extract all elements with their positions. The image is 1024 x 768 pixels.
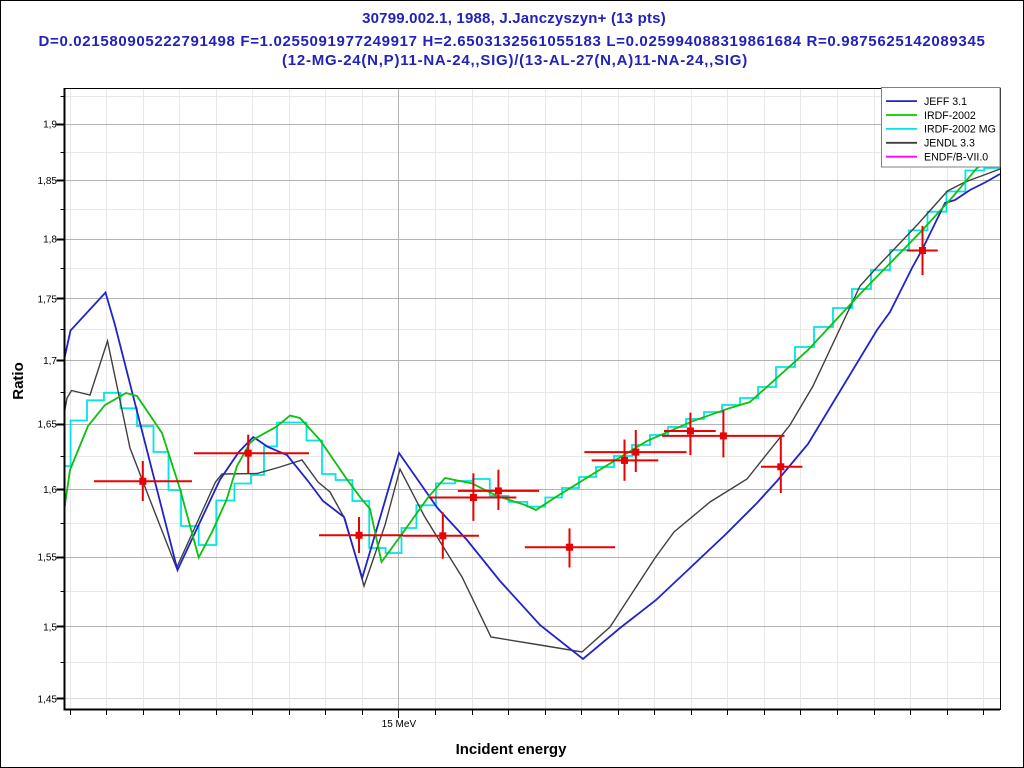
svg-text:15 MeV: 15 MeV [382,719,417,730]
svg-text:1,75: 1,75 [38,294,58,305]
svg-text:1,6: 1,6 [43,485,57,496]
svg-text:1,7: 1,7 [43,356,57,367]
svg-text:JEFF 3.1: JEFF 3.1 [924,96,967,108]
svg-text:1,55: 1,55 [38,553,58,564]
svg-text:1,9: 1,9 [43,120,57,131]
svg-text:IRDF-2002: IRDF-2002 [924,110,976,122]
svg-text:1,8: 1,8 [43,235,57,246]
svg-text:1,5: 1,5 [43,622,57,633]
svg-text:JENDL 3.3: JENDL 3.3 [924,138,975,150]
svg-text:Incident energy: Incident energy [456,741,568,758]
svg-text:ENDF/B-VII.0: ENDF/B-VII.0 [924,152,988,164]
svg-text:1,85: 1,85 [38,176,58,187]
svg-text:1,45: 1,45 [38,695,58,706]
svg-text:1,65: 1,65 [38,420,58,431]
svg-text:IRDF-2002 MG: IRDF-2002 MG [924,124,996,136]
svg-text:Ratio: Ratio [10,362,27,400]
